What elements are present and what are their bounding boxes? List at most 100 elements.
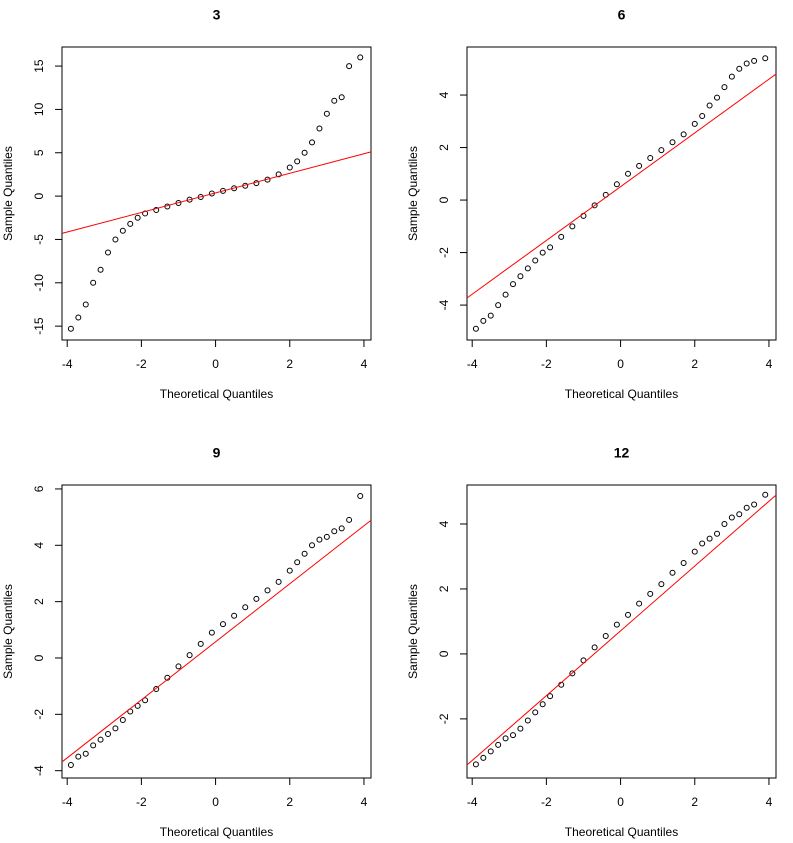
x-tick-label: -2 bbox=[541, 795, 552, 809]
point bbox=[331, 528, 338, 535]
point bbox=[112, 236, 119, 243]
point bbox=[539, 701, 546, 708]
point bbox=[219, 187, 226, 194]
point bbox=[669, 569, 676, 576]
point bbox=[721, 520, 728, 527]
point bbox=[104, 731, 111, 738]
point bbox=[532, 709, 539, 716]
point bbox=[495, 741, 502, 748]
point bbox=[647, 590, 654, 597]
point bbox=[547, 693, 554, 700]
x-tick-label: 4 bbox=[361, 795, 368, 809]
point bbox=[680, 131, 687, 138]
point bbox=[647, 155, 654, 162]
point bbox=[294, 158, 301, 165]
reference-line bbox=[466, 73, 777, 299]
point bbox=[301, 550, 308, 557]
panel-title: 6 bbox=[618, 7, 626, 23]
point bbox=[509, 281, 516, 288]
point bbox=[346, 63, 353, 70]
point bbox=[524, 265, 531, 272]
point bbox=[736, 511, 743, 518]
point bbox=[309, 139, 316, 146]
y-tick-label: -4 bbox=[437, 299, 451, 310]
point bbox=[75, 753, 82, 760]
point bbox=[197, 640, 204, 647]
point bbox=[286, 567, 293, 574]
point bbox=[558, 233, 565, 240]
point bbox=[624, 611, 631, 618]
point bbox=[231, 612, 238, 619]
y-tick-label: 0 bbox=[437, 196, 451, 203]
point bbox=[728, 73, 735, 80]
point bbox=[357, 54, 364, 61]
y-tick-label: 2 bbox=[32, 598, 46, 605]
x-axis-label: Theoretical Quantiles bbox=[160, 387, 273, 401]
point bbox=[186, 652, 193, 659]
point bbox=[338, 525, 345, 532]
point bbox=[153, 685, 160, 692]
point bbox=[242, 604, 249, 611]
y-axis-label: Sample Quantiles bbox=[406, 146, 420, 241]
point bbox=[119, 227, 126, 234]
point bbox=[480, 754, 487, 761]
x-tick-label: -4 bbox=[62, 795, 73, 809]
x-tick-label: -2 bbox=[136, 357, 147, 371]
y-tick-label: 5 bbox=[32, 149, 46, 156]
reference-line bbox=[61, 151, 372, 234]
x-axis-label: Theoretical Quantiles bbox=[565, 387, 678, 401]
point bbox=[90, 742, 97, 749]
point bbox=[175, 663, 182, 670]
point bbox=[728, 514, 735, 521]
point bbox=[119, 716, 126, 723]
x-tick-label: -4 bbox=[467, 795, 478, 809]
point bbox=[264, 587, 271, 594]
point bbox=[532, 257, 539, 264]
point bbox=[502, 291, 509, 298]
point bbox=[97, 266, 104, 273]
point bbox=[658, 147, 665, 154]
point bbox=[301, 149, 308, 156]
point bbox=[569, 670, 576, 677]
point bbox=[112, 725, 119, 732]
plot-box bbox=[61, 484, 372, 779]
y-tick-label: -4 bbox=[32, 765, 46, 776]
x-tick-label: 2 bbox=[691, 357, 698, 371]
y-tick-label: -2 bbox=[437, 713, 451, 724]
point bbox=[286, 164, 293, 171]
point bbox=[517, 273, 524, 280]
y-tick-label: 0 bbox=[32, 654, 46, 661]
point bbox=[480, 317, 487, 324]
point bbox=[636, 600, 643, 607]
point bbox=[67, 762, 74, 769]
x-tick-label: 0 bbox=[617, 795, 624, 809]
point bbox=[762, 55, 769, 62]
point bbox=[331, 97, 338, 104]
x-tick-label: 0 bbox=[212, 357, 219, 371]
point bbox=[472, 761, 479, 768]
point bbox=[82, 301, 89, 308]
point bbox=[751, 501, 758, 508]
point bbox=[509, 732, 516, 739]
point bbox=[613, 181, 620, 188]
x-tick-label: 2 bbox=[286, 357, 293, 371]
y-tick-label: 4 bbox=[437, 520, 451, 527]
point bbox=[613, 621, 620, 628]
y-axis-label: Sample Quantiles bbox=[406, 584, 420, 679]
point bbox=[208, 629, 215, 636]
point bbox=[736, 65, 743, 72]
point bbox=[153, 206, 160, 213]
y-tick-label: 0 bbox=[32, 192, 46, 199]
x-tick-label: 0 bbox=[212, 795, 219, 809]
x-tick-label: -2 bbox=[136, 795, 147, 809]
x-tick-label: -4 bbox=[467, 357, 478, 371]
point bbox=[142, 210, 149, 217]
point bbox=[636, 162, 643, 169]
x-tick-label: 4 bbox=[766, 357, 773, 371]
point bbox=[316, 125, 323, 132]
x-axis-label: Theoretical Quantiles bbox=[160, 825, 273, 839]
point bbox=[762, 491, 769, 498]
y-tick-label: -15 bbox=[32, 317, 46, 335]
point bbox=[323, 533, 330, 540]
